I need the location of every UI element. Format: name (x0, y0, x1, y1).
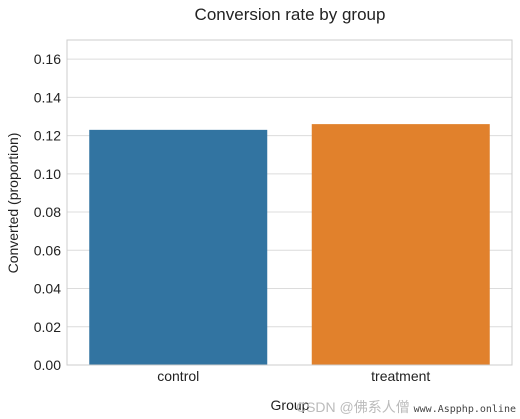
y-tick-label: 0.02 (34, 319, 61, 335)
plot-frame (66, 39, 513, 366)
watermark-sub: www.Aspphp.online (413, 404, 516, 415)
y-tick-label: 0.04 (34, 281, 61, 297)
y-axis-label: Converted (proportion) (5, 133, 21, 274)
x-tick-label: control (157, 368, 199, 384)
y-tick-label: 0.08 (34, 204, 61, 220)
y-tick-label: 0.14 (34, 89, 61, 105)
bar-treatment (311, 124, 490, 365)
y-tick-label: 0.16 (34, 51, 61, 67)
x-axis-label: Group (271, 397, 310, 413)
y-tick-label: 0.10 (34, 166, 61, 182)
x-tick-label: treatment (371, 368, 430, 384)
y-tick-label: 0.06 (34, 242, 61, 258)
y-tick-label: 0.12 (34, 128, 61, 144)
bar-control (89, 129, 268, 365)
chart-title: Conversion rate by group (195, 5, 386, 24)
plot-area: 0.00 0.02 0.04 0.06 0.08 0.10 0.12 0.14 0.16 cont… (34, 39, 513, 384)
watermark: CSDN @佛系人僧 www.Aspphp.online (296, 397, 516, 417)
y-tick-label: 0.00 (34, 357, 61, 373)
watermark-text: CSDN @佛系人僧 (295, 399, 410, 415)
